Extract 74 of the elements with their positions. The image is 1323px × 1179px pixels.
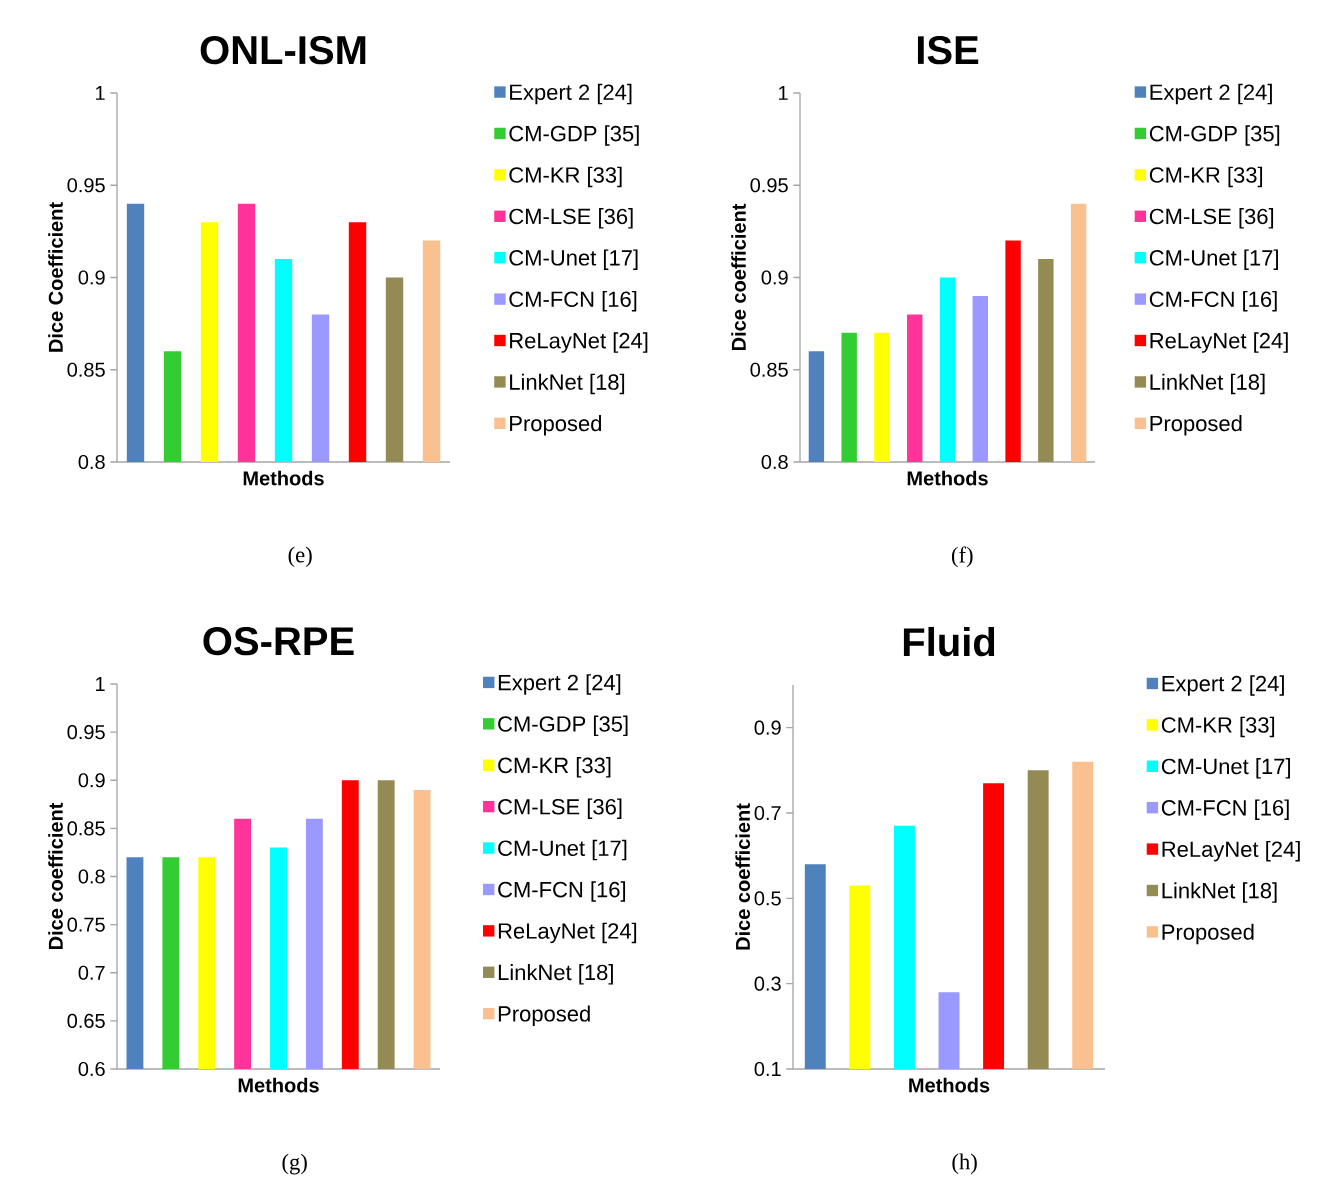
legend-label: Expert 2 [24] [498, 674, 621, 695]
legend-label: CM-LSE [36] [1149, 208, 1274, 229]
y-tick-label: 1 [779, 86, 788, 100]
y-axis-title: Dice Coefficient [48, 202, 63, 352]
legend-label: CM-KR [33] [1149, 166, 1263, 188]
y-tick-label: 0.8 [78, 454, 105, 470]
y-tick-label: 0.9 [78, 773, 105, 788]
legend-label: CM-KR [33] [498, 757, 611, 778]
legend-label: CM-FCN [16] [1149, 290, 1277, 312]
legend-label: Expert 2 [24] [510, 83, 632, 105]
legend-label: CM-KR [33] [1161, 716, 1275, 738]
text: (g) [282, 1153, 307, 1175]
legend-label: CM-Unet [17] [498, 839, 627, 861]
legend-label: ReLayNet [24] [1162, 840, 1300, 862]
y-tick-label: 0.7 [78, 965, 105, 980]
text: (h) [952, 1153, 977, 1175]
x-axis-title: Methods [909, 1077, 990, 1093]
y-tick-label: 0.9 [754, 720, 781, 735]
legend-label: LinkNet [18] [1162, 882, 1277, 903]
y-tick-label: 0.6 [78, 1061, 105, 1077]
text: (e) [288, 546, 312, 568]
legend-label: Expert 2 [24] [1150, 83, 1272, 105]
y-axis-title: Dice coefficient [731, 203, 746, 351]
legend-label: CM-GDP [35] [509, 125, 639, 146]
legend-label: LinkNet [18] [1150, 373, 1265, 395]
y-tick-label: 0.3 [754, 976, 781, 991]
y-axis-title: Dice coefficient [735, 803, 750, 950]
y-tick-label: 0.8 [78, 869, 105, 884]
legend-label: CM-FCN [16] [509, 290, 637, 312]
y-tick-label: 1 [96, 677, 105, 691]
x-axis-title: Methods [243, 470, 324, 486]
legend-label: CM-Unet [17] [1149, 249, 1278, 271]
y-tick-label: 0.85 [67, 821, 105, 836]
legend-label: CM-GDP [35] [1149, 125, 1280, 146]
y-tick-label: 0.9 [78, 270, 105, 285]
y-tick-label: 0.75 [67, 917, 105, 932]
x-axis-title: Methods [238, 1077, 319, 1093]
legend-label: Expert 2 [24] [1162, 675, 1284, 696]
y-tick-label: 0.85 [750, 362, 788, 377]
legend-label: Proposed [1150, 415, 1242, 436]
legend-label: CM-KR [33] [509, 166, 622, 188]
legend-label: CM-LSE [36] [498, 798, 622, 820]
legend-label: ReLayNet [24] [510, 332, 648, 353]
legend-label: Proposed [498, 1005, 590, 1027]
y-tick-label: 0.95 [67, 725, 105, 740]
y-axis-title: Dice coefficient [48, 802, 63, 950]
chart-title: ONL-ISM [200, 36, 366, 65]
y-tick-label: 0.7 [754, 806, 781, 821]
legend-label: CM-GDP [35] [498, 715, 628, 737]
legend-label: CM-Unet [17] [1161, 758, 1290, 779]
legend-label: ReLayNet [24] [498, 922, 637, 944]
legend-label: Proposed [1162, 923, 1254, 945]
x-axis-title: Methods [907, 470, 988, 486]
legend-label: ReLayNet [24] [1150, 332, 1288, 353]
y-tick-label: 0.1 [754, 1061, 781, 1077]
y-tick-label: 1 [96, 86, 105, 100]
chart-title: Fluid [903, 627, 995, 657]
y-tick-label: 0.95 [750, 178, 788, 193]
legend-label: LinkNet [18] [498, 964, 613, 985]
legend-label: LinkNet [18] [510, 373, 625, 395]
legend-label: CM-FCN [16] [498, 881, 626, 902]
chart-title: ISE [917, 36, 979, 65]
legend-label: Proposed [510, 415, 602, 436]
y-tick-label: 0.85 [67, 362, 105, 377]
y-tick-label: 0.9 [761, 270, 788, 285]
chart-title: OS-RPE [203, 627, 354, 656]
y-tick-label: 0.65 [67, 1013, 105, 1029]
legend-label: CM-Unet [17] [509, 249, 638, 271]
legend-label: CM-LSE [36] [509, 208, 633, 229]
legend-label: CM-FCN [16] [1161, 799, 1289, 821]
y-tick-label: 0.5 [754, 891, 781, 906]
y-tick-label: 0.8 [761, 454, 788, 470]
y-tick-label: 0.95 [67, 178, 105, 193]
text: (f) [951, 546, 973, 568]
